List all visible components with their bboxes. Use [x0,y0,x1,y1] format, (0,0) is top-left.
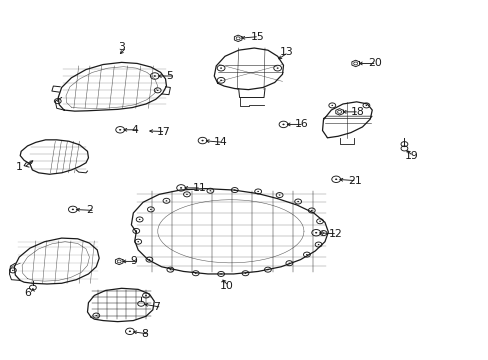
Circle shape [220,67,222,69]
Circle shape [319,221,320,222]
Circle shape [150,209,151,210]
Circle shape [331,105,332,106]
Circle shape [209,190,211,192]
Circle shape [278,194,280,196]
Circle shape [148,259,150,260]
Circle shape [180,187,182,189]
Circle shape [139,219,140,220]
Circle shape [276,67,278,69]
Text: 9: 9 [130,256,137,266]
Circle shape [310,210,312,211]
Circle shape [169,269,171,270]
Text: 2: 2 [86,206,93,216]
Circle shape [317,244,319,245]
Text: 5: 5 [166,71,173,81]
Circle shape [119,129,121,131]
Circle shape [282,123,284,125]
Circle shape [57,100,59,102]
Text: 20: 20 [367,58,381,68]
Text: 16: 16 [295,120,308,129]
Circle shape [201,140,203,141]
Text: 6: 6 [24,288,31,298]
Circle shape [365,105,366,106]
Circle shape [153,75,156,77]
Circle shape [244,273,246,274]
Text: 11: 11 [192,183,205,193]
Circle shape [195,273,196,274]
Text: 18: 18 [349,107,364,117]
Text: 12: 12 [328,229,342,239]
Circle shape [220,273,222,275]
Text: 17: 17 [157,127,170,136]
Text: 10: 10 [220,281,234,291]
Text: 15: 15 [250,32,264,41]
Circle shape [220,80,222,81]
Circle shape [72,208,74,210]
Circle shape [322,233,324,234]
Circle shape [145,295,146,296]
Text: 14: 14 [214,138,227,147]
Text: 8: 8 [141,329,148,339]
Circle shape [257,191,259,192]
Circle shape [314,232,317,234]
Circle shape [266,269,268,270]
Circle shape [95,315,97,316]
Circle shape [233,189,235,191]
Circle shape [135,230,137,231]
Circle shape [288,262,289,264]
Circle shape [334,179,337,180]
Text: 4: 4 [131,125,138,135]
Circle shape [137,241,139,242]
Text: 19: 19 [404,151,417,161]
Text: 3: 3 [118,42,124,52]
Circle shape [186,194,187,195]
Circle shape [305,254,307,255]
Circle shape [128,330,131,332]
Circle shape [165,200,167,202]
Text: 21: 21 [347,176,361,186]
Text: 13: 13 [279,47,293,57]
Text: 1: 1 [15,162,22,172]
Text: 7: 7 [153,302,160,312]
Circle shape [157,90,158,91]
Circle shape [297,201,298,202]
Circle shape [12,270,14,271]
